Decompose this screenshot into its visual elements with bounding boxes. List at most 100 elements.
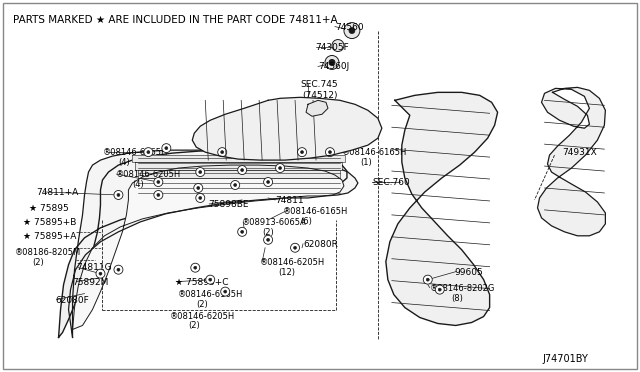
Text: ®08146-6165H: ®08146-6165H [102,148,168,157]
Circle shape [194,266,196,269]
Circle shape [117,268,120,271]
Text: 74811G: 74811G [77,263,112,272]
Text: (1): (1) [360,158,372,167]
Text: ★ 75895+A: ★ 75895+A [22,232,76,241]
Text: ®08146-6205H: ®08146-6205H [260,258,325,267]
Text: (4): (4) [118,158,130,167]
Text: 74811+A: 74811+A [36,188,79,197]
Circle shape [196,167,205,177]
Circle shape [349,28,355,33]
Polygon shape [538,87,605,236]
Text: ®08146-6205H: ®08146-6205H [170,311,236,321]
Text: ®08146-6165H: ®08146-6165H [342,148,407,157]
Text: 75892M: 75892M [72,278,109,287]
Text: ®08146-6205H: ®08146-6205H [115,170,180,179]
Circle shape [241,230,244,233]
Text: 75898BE: 75898BE [208,200,249,209]
Circle shape [205,275,215,284]
Circle shape [332,39,344,51]
Polygon shape [192,97,382,160]
Circle shape [423,275,432,284]
Circle shape [196,193,205,202]
Circle shape [267,238,269,241]
Circle shape [221,151,224,154]
Text: (2): (2) [196,299,208,309]
Text: 62080R: 62080R [303,240,338,249]
Circle shape [325,55,339,70]
Text: 99605: 99605 [454,268,483,277]
Circle shape [267,180,269,183]
Circle shape [426,278,429,281]
Polygon shape [132,155,345,162]
Circle shape [435,285,444,294]
Text: (6): (6) [300,217,312,226]
Text: ®08186-8205M: ®08186-8205M [15,248,81,257]
Circle shape [301,151,303,154]
Circle shape [294,246,296,249]
Text: 62080F: 62080F [56,296,90,305]
Circle shape [278,167,282,170]
Text: 74560: 74560 [335,23,364,32]
Text: (2): (2) [33,258,44,267]
Text: ®08913-6065A: ®08913-6065A [242,218,307,227]
Circle shape [291,243,300,252]
Polygon shape [138,170,340,178]
Text: PARTS MARKED ★ ARE INCLUDED IN THE PART CODE 74811+A: PARTS MARKED ★ ARE INCLUDED IN THE PART … [13,15,337,25]
Circle shape [438,288,441,291]
Circle shape [147,151,150,154]
Circle shape [144,148,153,157]
Text: SEC.760: SEC.760 [372,178,410,187]
Text: ®08146-6165H: ®08146-6165H [179,290,244,299]
Circle shape [326,148,335,157]
Circle shape [154,190,163,199]
Text: 74560J: 74560J [318,62,349,71]
Polygon shape [59,150,347,337]
Circle shape [329,60,335,65]
Circle shape [117,193,120,196]
Text: 74931X: 74931X [563,148,597,157]
Text: (8): (8) [452,294,463,302]
Polygon shape [386,92,498,326]
Circle shape [96,269,105,278]
Circle shape [157,180,160,183]
Circle shape [209,278,212,281]
Circle shape [154,177,163,186]
Circle shape [230,180,239,189]
Text: ★ 75895: ★ 75895 [29,204,68,213]
Circle shape [114,265,123,274]
Circle shape [165,147,168,150]
Circle shape [218,148,227,157]
Polygon shape [306,100,328,116]
Text: (4): (4) [132,180,144,189]
Text: 75898M: 75898M [310,105,346,114]
Text: (2): (2) [188,321,200,330]
Circle shape [264,235,273,244]
Text: ®08146-6165H: ®08146-6165H [283,207,348,216]
Polygon shape [68,150,358,337]
Circle shape [344,23,360,39]
Text: 74305F: 74305F [315,42,349,52]
Circle shape [221,287,230,296]
Circle shape [237,227,246,236]
Circle shape [264,177,273,186]
Text: (74512): (74512) [302,92,337,100]
Circle shape [199,170,202,174]
Text: ★ 75895+B: ★ 75895+B [22,218,76,227]
Circle shape [298,148,307,157]
Text: ★ 75895+C: ★ 75895+C [175,278,229,287]
Text: J74701BY: J74701BY [543,355,588,364]
Text: (2): (2) [262,228,274,237]
Text: ®08146-8202G: ®08146-8202G [430,283,495,293]
Polygon shape [136,162,342,170]
Circle shape [241,169,244,171]
Circle shape [276,164,285,173]
Circle shape [196,186,200,189]
Polygon shape [72,165,344,330]
Circle shape [162,144,171,153]
Circle shape [328,151,332,154]
Circle shape [224,290,227,293]
Circle shape [114,190,123,199]
Circle shape [191,263,200,272]
Text: 74811: 74811 [275,196,304,205]
Circle shape [199,196,202,199]
